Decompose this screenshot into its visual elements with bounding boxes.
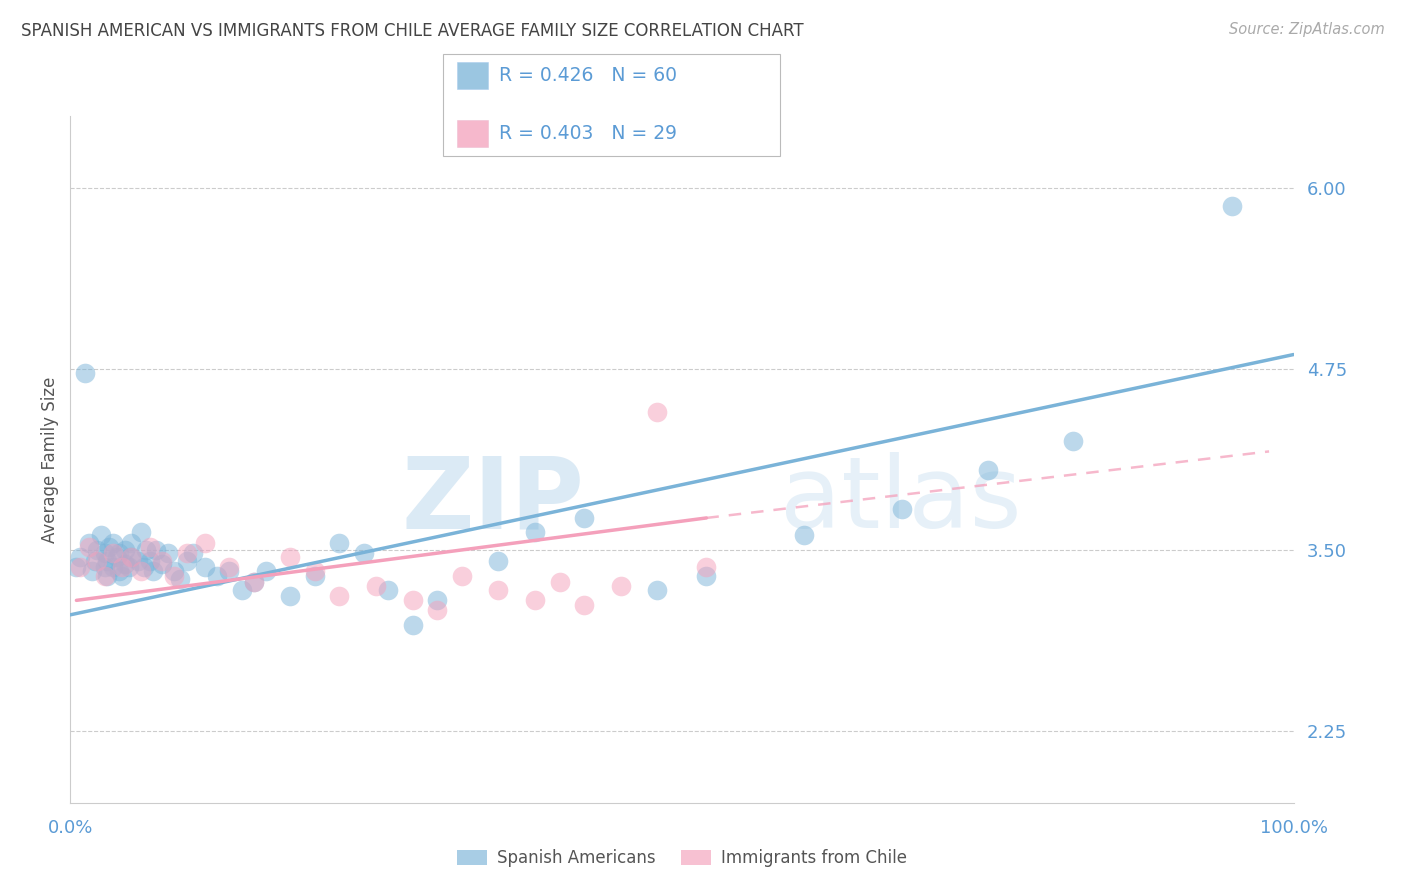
Point: [205, 568, 228, 582]
Point: [101, 535, 124, 549]
Point: [176, 554, 198, 568]
Point: [1220, 199, 1243, 213]
Point: [118, 560, 141, 574]
Point: [101, 546, 124, 560]
Point: [377, 583, 399, 598]
Point: [98, 540, 121, 554]
Point: [108, 565, 131, 579]
Point: [610, 579, 633, 593]
Point: [114, 542, 136, 557]
Point: [108, 546, 131, 560]
Point: [96, 568, 118, 582]
Point: [69, 560, 91, 574]
Point: [82, 565, 104, 579]
Point: [280, 589, 302, 603]
Point: [135, 542, 157, 557]
Point: [488, 583, 510, 598]
Point: [111, 568, 134, 582]
Point: [90, 528, 112, 542]
Point: [572, 511, 595, 525]
Point: [366, 579, 388, 593]
Point: [243, 574, 266, 589]
Point: [145, 542, 167, 557]
Point: [647, 405, 669, 419]
Point: [142, 565, 165, 579]
Point: [69, 549, 91, 564]
Point: [695, 568, 717, 582]
Y-axis label: Average Family Size: Average Family Size: [41, 376, 59, 542]
Point: [132, 560, 155, 574]
Point: [450, 568, 472, 582]
Point: [488, 554, 510, 568]
Text: SPANISH AMERICAN VS IMMIGRANTS FROM CHILE AVERAGE FAMILY SIZE CORRELATION CHART: SPANISH AMERICAN VS IMMIGRANTS FROM CHIL…: [21, 22, 804, 40]
Point: [121, 535, 143, 549]
Point: [114, 558, 136, 572]
Point: [891, 502, 914, 516]
Point: [169, 572, 191, 586]
Point: [572, 598, 595, 612]
Point: [127, 554, 149, 568]
Point: [77, 540, 100, 554]
Point: [65, 560, 87, 574]
Text: R = 0.426   N = 60: R = 0.426 N = 60: [499, 66, 678, 86]
Point: [93, 568, 115, 582]
Point: [524, 593, 547, 607]
Point: [402, 593, 425, 607]
Point: [163, 568, 186, 582]
Point: [163, 565, 186, 579]
Point: [254, 565, 277, 579]
Point: [280, 549, 302, 564]
Point: [353, 546, 375, 560]
Point: [647, 583, 669, 598]
Point: [218, 565, 240, 579]
Point: [73, 367, 96, 381]
Point: [243, 574, 266, 589]
Text: R = 0.403   N = 29: R = 0.403 N = 29: [499, 124, 678, 144]
Point: [194, 560, 217, 574]
Point: [695, 560, 717, 574]
Point: [1062, 434, 1084, 449]
Point: [793, 528, 815, 542]
Point: [304, 568, 326, 582]
Point: [139, 540, 162, 554]
Point: [121, 549, 143, 564]
Point: [111, 560, 134, 574]
Point: [77, 535, 100, 549]
Point: [976, 463, 998, 477]
Point: [231, 583, 253, 598]
Point: [176, 546, 198, 560]
Point: [93, 560, 115, 574]
Point: [121, 549, 143, 564]
Legend: Spanish Americans, Immigrants from Chile: Spanish Americans, Immigrants from Chile: [450, 842, 914, 873]
Point: [548, 574, 571, 589]
Point: [129, 525, 152, 540]
Text: atlas: atlas: [780, 452, 1021, 549]
Point: [150, 558, 173, 572]
Text: ZIP: ZIP: [401, 452, 583, 549]
Point: [218, 560, 240, 574]
Point: [86, 554, 108, 568]
Point: [304, 565, 326, 579]
Point: [426, 603, 449, 617]
Point: [101, 560, 124, 574]
Point: [150, 554, 173, 568]
Point: [129, 565, 152, 579]
Point: [93, 546, 115, 560]
Point: [86, 542, 108, 557]
Point: [139, 554, 162, 568]
Point: [83, 554, 105, 568]
Point: [328, 589, 350, 603]
Point: [524, 525, 547, 540]
Point: [426, 593, 449, 607]
Point: [194, 535, 217, 549]
Point: [328, 535, 350, 549]
Point: [105, 549, 128, 564]
Point: [181, 546, 204, 560]
Point: [157, 546, 180, 560]
Text: Source: ZipAtlas.com: Source: ZipAtlas.com: [1229, 22, 1385, 37]
Point: [96, 554, 118, 568]
Point: [402, 618, 425, 632]
